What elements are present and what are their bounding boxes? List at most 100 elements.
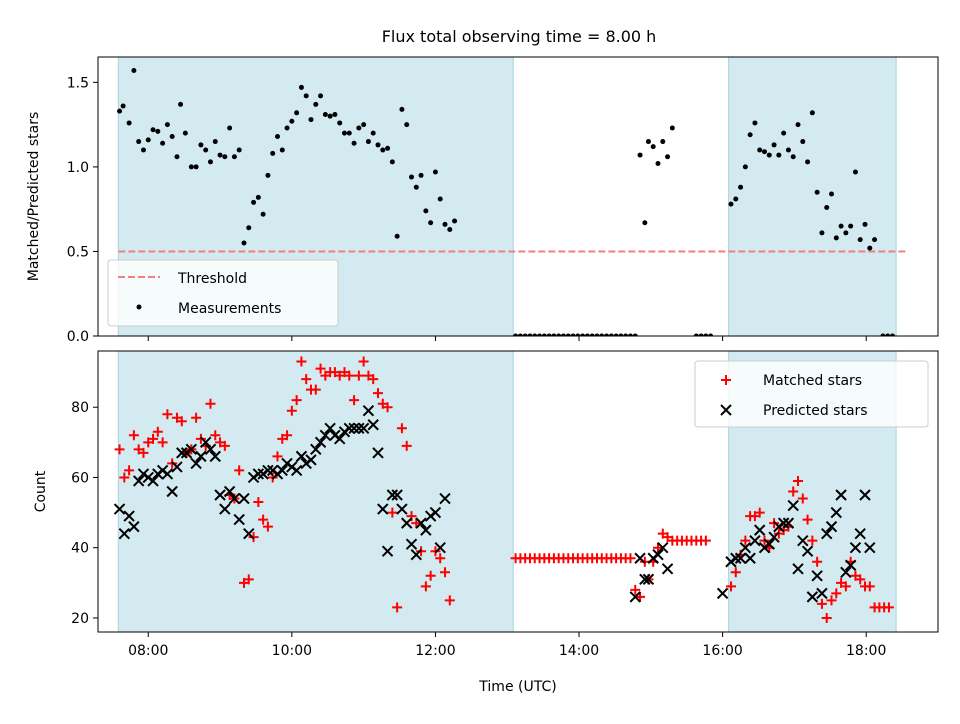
measurement-point xyxy=(771,142,777,148)
measurement-point xyxy=(298,84,304,90)
measurement-point xyxy=(160,140,166,146)
measurement-point xyxy=(169,133,175,139)
matched-star-point xyxy=(382,402,393,413)
measurement-point xyxy=(274,133,280,139)
matched-star-point xyxy=(788,486,799,497)
measurement-point xyxy=(580,333,586,336)
predicted-star-point xyxy=(859,489,871,501)
matched-star-point xyxy=(353,370,364,381)
predicted-star-point xyxy=(252,468,265,480)
legend-predicted-label: Predicted stars xyxy=(763,403,868,419)
matched-star-point xyxy=(253,497,264,508)
predicted-star-point xyxy=(821,527,833,540)
measurement-point xyxy=(222,154,228,160)
matched-star-point xyxy=(291,395,302,406)
x-tick-label: 18:00 xyxy=(846,643,886,659)
measurement-point xyxy=(203,147,209,153)
predicted-star-point xyxy=(835,489,847,501)
measurement-point xyxy=(432,169,438,175)
matched-star-point xyxy=(392,602,403,613)
measurement-point xyxy=(150,127,156,133)
legend-measurements-swatch xyxy=(136,304,142,310)
measurement-point xyxy=(829,191,835,197)
predicted-star-point xyxy=(190,457,202,470)
predicted-star-point xyxy=(816,587,828,600)
measurement-point xyxy=(708,333,714,336)
measurement-point xyxy=(761,149,767,155)
measurement-point xyxy=(556,333,562,336)
measurement-point xyxy=(560,333,566,336)
predicted-star-point xyxy=(290,464,303,477)
measurement-point xyxy=(527,333,533,336)
predicted-star-point xyxy=(429,506,442,519)
measurement-point xyxy=(642,220,648,226)
axes-frame xyxy=(97,350,939,633)
legend: Threshold Measurements xyxy=(107,259,339,327)
matched-star-point xyxy=(119,472,130,483)
measurement-point xyxy=(632,333,638,336)
predicted-star-point xyxy=(228,492,241,505)
matched-star-point xyxy=(114,444,125,455)
y-tick-label: 60 xyxy=(71,470,89,486)
measurement-point xyxy=(627,333,633,336)
matched-star-point xyxy=(157,437,168,448)
measurement-point xyxy=(212,139,218,145)
measurement-point xyxy=(246,225,252,231)
legend: Matched stars Predicted stars xyxy=(694,360,929,428)
y-tick-label: 0.5 xyxy=(67,244,89,260)
measurement-point xyxy=(155,128,161,134)
measurement-point xyxy=(182,130,188,136)
axes-frame xyxy=(97,56,939,337)
measurement-point xyxy=(650,144,656,150)
matched-star-point xyxy=(435,553,446,564)
measurement-point xyxy=(452,218,458,224)
measurement-point xyxy=(532,333,538,336)
matched-star-point xyxy=(793,475,803,486)
predicted-star-point xyxy=(367,419,379,431)
predicted-star-point xyxy=(657,541,669,554)
x-tick-label: 12:00 xyxy=(415,643,455,659)
measurement-point xyxy=(120,103,126,109)
matched-star-point xyxy=(855,574,866,585)
predicted-star-point xyxy=(166,485,178,498)
measurement-point xyxy=(766,152,772,158)
predicted-star-point xyxy=(305,454,317,466)
measurement-point xyxy=(776,152,782,158)
matched-star-point xyxy=(396,423,407,434)
predicted-star-point xyxy=(840,566,852,578)
measurement-point xyxy=(284,125,290,131)
predicted-star-point xyxy=(420,524,432,536)
predicted-star-point xyxy=(806,591,819,603)
measurement-point xyxy=(399,106,405,112)
matched-star-point xyxy=(258,514,269,525)
y-tick-label: 1.5 xyxy=(67,75,89,91)
matched-star-point xyxy=(124,465,135,476)
measurement-point xyxy=(843,230,849,236)
matched-star-point xyxy=(807,535,818,546)
matched-star-point xyxy=(191,412,202,423)
matched-star-point xyxy=(440,567,451,578)
shaded-region xyxy=(117,351,514,632)
measurement-point xyxy=(747,132,753,138)
predicted-star-point xyxy=(396,503,408,515)
predicted-star-point xyxy=(854,527,866,540)
measurement-point xyxy=(880,333,886,336)
matched-star-point xyxy=(205,398,216,409)
measurement-point xyxy=(365,139,371,145)
measurement-point xyxy=(537,333,543,336)
measurement-point xyxy=(541,333,547,336)
predicted-star-point xyxy=(639,573,651,586)
predicted-star-point xyxy=(185,443,198,456)
y-tick-label: 0.0 xyxy=(67,329,89,345)
measurement-point xyxy=(795,122,801,128)
matched-star-point xyxy=(296,356,307,367)
predicted-star-point xyxy=(123,510,135,522)
y-tick-label: 20 xyxy=(71,611,89,627)
matched-star-point xyxy=(883,602,894,613)
matched-star-point xyxy=(152,426,163,437)
predicted-star-point xyxy=(811,570,823,582)
matched-star-point xyxy=(812,556,823,567)
measurement-point xyxy=(145,137,151,143)
measurement-point xyxy=(565,333,571,336)
measurement-point xyxy=(517,333,523,336)
